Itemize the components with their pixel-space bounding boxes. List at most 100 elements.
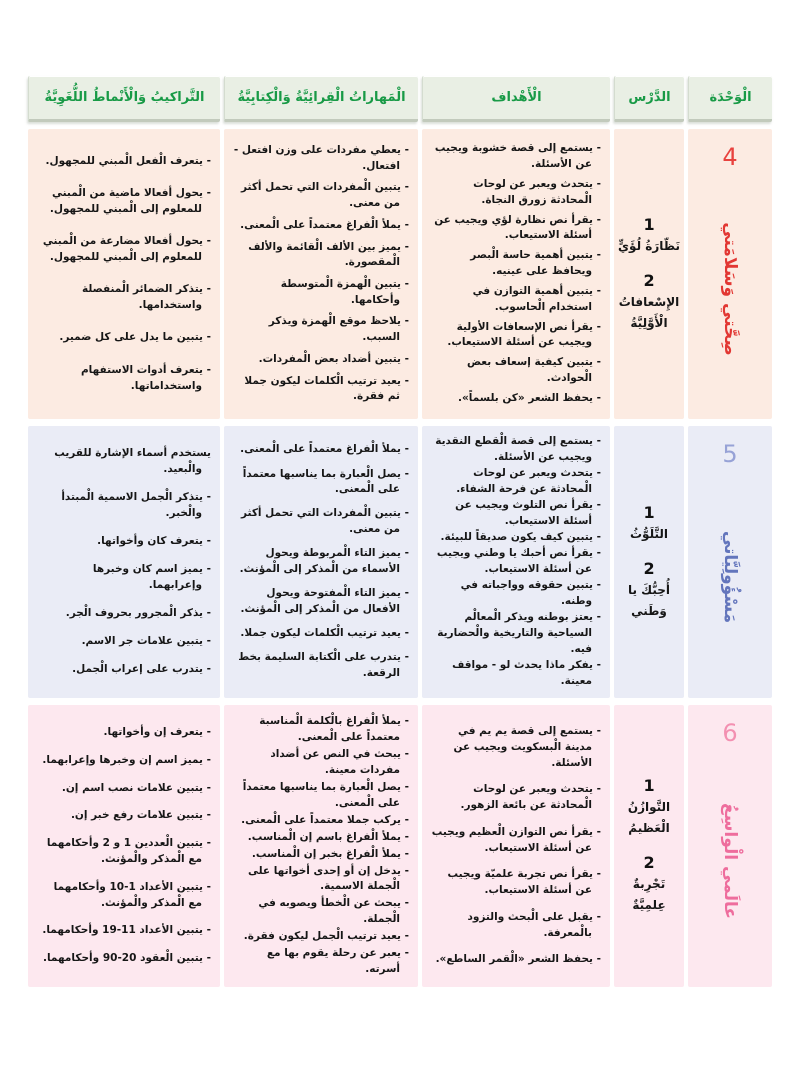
structure-item: - يتبين الأعداد 1-10 وأحكامهما مع الْمذك… xyxy=(53,880,211,909)
skill-item: - يملأ الْفراغ باسم إن الْمناسب. xyxy=(247,830,409,843)
objectives-list: - يستمع إلى قصة الْقطع النقدية ويجيب عن … xyxy=(431,434,601,690)
skills-list: - يملأ الْفراغ بالْكلمة الْمناسبة معتمدا… xyxy=(233,713,409,979)
lesson-number: 2 xyxy=(643,270,655,290)
lesson-title: التَّوازُنُ الْعَظيمُ xyxy=(627,800,671,835)
unit-title: صِحَّتي وَسَلامَتي xyxy=(720,222,740,356)
unit-6-structures-cell: - يتعرف إن وأخواتها. - يميز اسم إن وخبرها… xyxy=(28,705,220,987)
structure-item: - يتبين الْعددين 1 و 2 وأحكامهما مع الْم… xyxy=(46,837,211,865)
structures-list: - يتعرف الْفعل الْمبني للمجهول. - يحول أف… xyxy=(37,137,211,411)
structure-item: - يتذكر الضمائر الْمنفصلة واستخدامها. xyxy=(81,283,211,312)
objectives-list: - يستمع إلى قصة يم يم في مدينة الْبسكويت… xyxy=(431,713,601,979)
column-header-lesson: الدَّرْس xyxy=(614,76,684,122)
objective-item: - يقرأ نص نظارة لؤي ويجيب عن أسئلة الاست… xyxy=(434,213,601,242)
skill-item: - يتبين الْمفردات التي تحمل أكثر من معنى… xyxy=(241,181,409,210)
objective-item: - يقرأ نص الإسعافات الأولية ويجيب عن أسئ… xyxy=(447,320,601,349)
structures-list: يستخدم أسماء الإشارة للقريب والْبعيد. - ي… xyxy=(37,434,211,690)
lesson-title: الإِسْعافاتُ الْأَوَّلِيَّةُ xyxy=(618,294,680,330)
structure-item: - يتعرف إن وأخواتها. xyxy=(103,726,211,739)
unit-6-lessons-cell: 1 التَّوازُنُ الْعَظيمُ 2 تَجْرِبةٌ عِلم… xyxy=(614,705,684,987)
unit-5-objectives-cell: - يستمع إلى قصة الْقطع النقدية ويجيب عن … xyxy=(422,426,610,698)
unit-4-structures-cell: - يتعرف الْفعل الْمبني للمجهول. - يحول أف… xyxy=(28,129,220,419)
skill-item: - يملأ الْفراغ معتمداً على الْمعنى. xyxy=(240,218,409,231)
skill-item: - يدخل إن أو إحدى أخواتها على الْجملة ال… xyxy=(247,864,409,893)
skill-item: - يصل الْعبارة بما يناسبها معتمداً على ا… xyxy=(242,780,409,809)
skill-item: - يعيد ترتيب الْجمل ليكون فقرة. xyxy=(243,930,409,943)
skill-item: - يعبر عن رحلة يقوم بها مع أسرته. xyxy=(266,947,409,975)
skill-item: - يميز التاء الْمفتوحة ويحول الأفعال من … xyxy=(240,587,409,615)
structure-item: - يتبين الْعقود 20-90 وأحكامهما. xyxy=(43,952,211,965)
structure-item: - يميز اسم إن وخبرها وإعرابهما. xyxy=(42,753,211,766)
structure-item: - يذكر الْمجرور بحروف الْجر. xyxy=(65,606,211,619)
column-header-objectives: الْأَهْداف xyxy=(422,76,610,122)
structure-item: - يتبين الأعداد 11-19 وأحكامهما. xyxy=(42,924,211,937)
objective-item: - يقرأ نص التوازن الْعظيم ويجيب عن أسئلة… xyxy=(431,825,601,854)
skill-item: - يلاحظ موقع الْهمزة ويذكر السبب. xyxy=(268,315,409,344)
lesson-number: 1 xyxy=(643,214,655,234)
lesson-number: 2 xyxy=(643,558,655,578)
structure-item: - يتبين علامات نصب اسم إن. xyxy=(61,781,211,794)
objective-item: - يعتز بوطنه ويذكر الْمعالْم السياحية وا… xyxy=(437,611,601,655)
structure-item: يستخدم أسماء الإشارة للقريب والْبعيد. xyxy=(54,447,211,476)
skills-list: - يملأ الْفراغ معتمداً على الْمعنى. - يصل… xyxy=(233,434,409,690)
lesson-title: تَجْرِبةٌ عِلمِيَّةٌ xyxy=(632,877,666,912)
lesson-title: نَظّارَةُ لُؤَيٍّ xyxy=(618,238,680,253)
structure-item: - يتبين علامات جر الاسم. xyxy=(81,634,211,647)
structure-item: - يحول أفعالا مضارعة من الْمبني للمعلوم … xyxy=(42,235,211,263)
unit-5-cell: 5 مَسْؤُولِيَّاتي xyxy=(688,426,772,698)
objective-item: - يقبل على الْبحث والتزود بالْمعرفة. xyxy=(467,910,601,939)
column-header-unit: الْوَحْدَة xyxy=(688,76,772,122)
objective-item: - يتحدث ويعبر عن لوحات الْمحادثة عن بائع… xyxy=(460,783,601,811)
column-header-structures-patterns: التَّراكيبُ وَالْأَنْماطُ اللُّغَوِيَّةُ xyxy=(28,76,220,122)
skill-item: - يعيد ترتيب الْكلمات ليكون جملا ثم فقرة… xyxy=(244,374,409,403)
unit-5-skills-cell: - يملأ الْفراغ معتمداً على الْمعنى. - يصل… xyxy=(224,426,418,698)
unit-5-structures-cell: يستخدم أسماء الإشارة للقريب والْبعيد. - ي… xyxy=(28,426,220,698)
unit-title-wrap: صِحَّتي وَسَلامَتي xyxy=(688,169,772,409)
structure-item: - يتدرب على إعراب الْجمل. xyxy=(72,662,211,675)
unit-4-lessons-cell: 1 نَظّارَةُ لُؤَيٍّ 2 الإِسْعافاتُ الْأَ… xyxy=(614,129,684,419)
structure-item: - يتبين علامات رفع خبر إن. xyxy=(70,809,211,822)
skill-item: - يملأ الْفراغ معتمداً على الْمعنى. xyxy=(240,443,409,456)
structure-item: - يتعرف أدوات الاستفهام واستخداماتها. xyxy=(80,363,211,392)
skill-item: - يتبين أضداد بعض الْمفردات. xyxy=(258,352,409,365)
objective-item: - يحفظ الشعر «الْقمر الساطع». xyxy=(435,953,601,966)
unit-title: عالَمي الْواسِعُ xyxy=(719,803,740,919)
structure-item: - يتعرف كان وأخواتها. xyxy=(97,534,211,547)
objectives-list: - يستمع إلى قصة خشوبة ويجيب عن الأسئلة. -… xyxy=(431,137,601,411)
unit-number: 4 xyxy=(722,143,738,171)
objective-item: - يقرأ نص أحبك يا وطني ويجيب عن أسئلة ال… xyxy=(436,547,601,576)
skill-item: - يعيد ترتيب الْكلمات ليكون جملا. xyxy=(240,627,409,639)
lesson-number: 2 xyxy=(643,853,655,872)
objective-item: - يتحدث ويعبر عن لوحات الْمحادثة عن فرحة… xyxy=(456,467,601,496)
objective-item: - يقرأ نص تجربة علميّة ويجيب عن أسئلة ال… xyxy=(447,868,601,896)
objective-item: - يتبين كيفية إسعاف بعض الْحوادث. xyxy=(466,356,601,385)
skill-item: - يملأ الْفراغ بخبر إن الْمناسب. xyxy=(251,847,409,860)
skill-item: - يتبين الْمفردات التي تحمل أكثر من معنى… xyxy=(241,507,409,536)
unit-4-cell: 4 صِحَّتي وَسَلامَتي xyxy=(688,129,772,419)
curriculum-table: الْوَحْدَة الدَّرْس الْأَهْداف الْمَهارا… xyxy=(28,76,772,987)
skill-item: - يميز بين الألف الْقائمة والألف الْمقصو… xyxy=(248,240,409,269)
structures-list: - يتعرف إن وأخواتها. - يميز اسم إن وخبرها… xyxy=(37,713,211,979)
unit-number: 6 xyxy=(722,719,738,747)
skills-list: - يعطي مفردات على وزن افتعل - افتعال. - ي… xyxy=(233,137,409,411)
skill-item: - يصل الْعبارة بما يناسبها معتمداً على ا… xyxy=(242,467,409,496)
skill-item: - يعطي مفردات على وزن افتعل - افتعال. xyxy=(233,143,409,172)
structure-item: - يتعرف الْفعل الْمبني للمجهول. xyxy=(45,154,212,167)
structure-item: - يميز اسم كان وخبرها وإعرابهما. xyxy=(92,563,211,591)
unit-title-wrap: عالَمي الْواسِعُ xyxy=(688,745,772,977)
structure-item: - يحول أفعالا ماضية من الْمبني للمعلوم إ… xyxy=(49,187,211,215)
objective-item: - يستمع إلى قصة يم يم في مدينة الْبسكويت… xyxy=(453,725,601,769)
objective-item: - يستمع إلى قصة الْقطع النقدية ويجيب عن … xyxy=(435,435,601,464)
unit-6-cell: 6 عالَمي الْواسِعُ xyxy=(688,705,772,987)
objective-item: - يتحدث ويعبر عن لوحات الْمحادثة زورق ال… xyxy=(473,177,601,206)
unit-number: 5 xyxy=(722,440,738,468)
skill-item: - يبحث عن الْخطأ ويصوبه في الْجملة. xyxy=(258,897,409,926)
objective-item: - يتبين كيف يكون صديقاً للبيئة. xyxy=(440,531,601,544)
lesson-title: أُحِبُّكَ يا وَطَني xyxy=(627,582,671,618)
objective-item: - يقرأ نص التلوث ويجيب عن أسئلة الاستيعا… xyxy=(455,499,601,528)
unit-6-skills-cell: - يملأ الْفراغ بالْكلمة الْمناسبة معتمدا… xyxy=(224,705,418,987)
objective-item: - يتبين أهمية التوازن في استخدام الْحاسو… xyxy=(472,284,601,313)
skill-item: - يتبين الْهمزة الْمتوسطة وأحكامها. xyxy=(280,277,409,306)
skill-item: - يركب جملا معتمداً على الْمعنى. xyxy=(241,813,409,826)
lesson-title: التَّلَوُّثُ xyxy=(630,526,668,541)
unit-4-objectives-cell: - يستمع إلى قصة خشوبة ويجيب عن الأسئلة. -… xyxy=(422,129,610,419)
